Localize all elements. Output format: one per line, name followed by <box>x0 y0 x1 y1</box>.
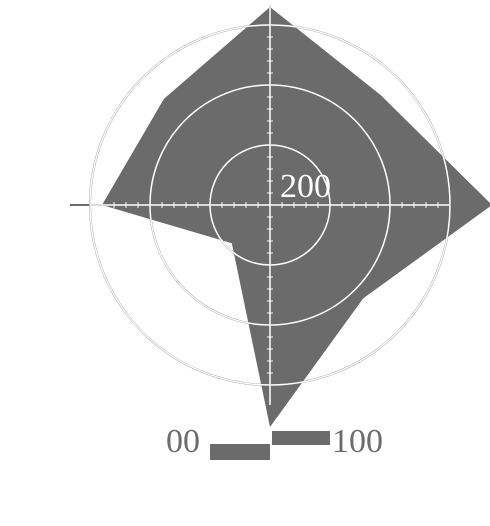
legend: 00 100 <box>166 423 383 460</box>
legend-swatch-left <box>210 444 270 460</box>
tick-label-bottom-left: 00 <box>166 423 200 460</box>
series-polygon <box>102 7 490 427</box>
axes <box>70 5 470 405</box>
tick-label-bottom-right: 100 <box>332 423 383 460</box>
legend-swatch-right <box>272 431 330 445</box>
tick-label-center: 200 <box>280 168 331 205</box>
